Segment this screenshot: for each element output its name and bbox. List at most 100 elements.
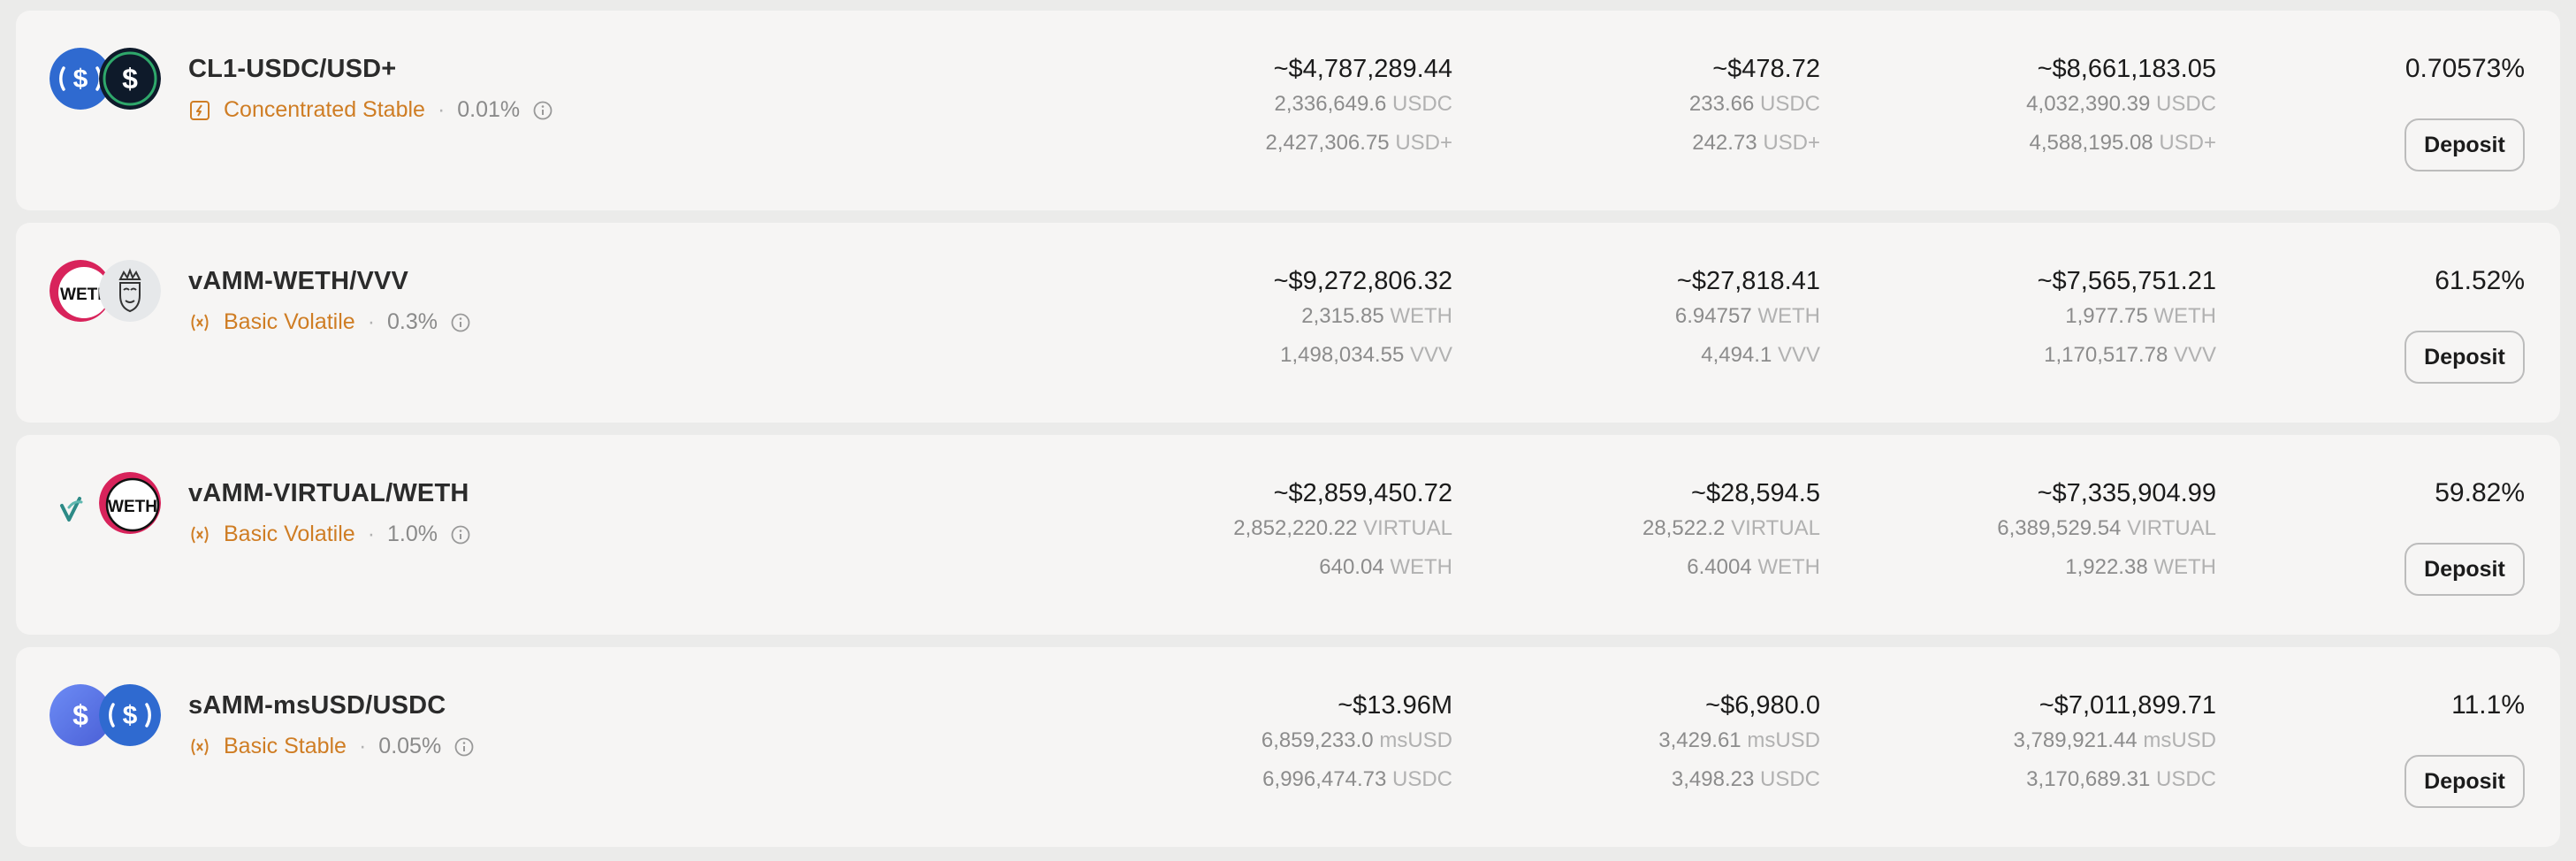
deposit-button[interactable]: Deposit <box>2405 331 2525 384</box>
svg-text:$: $ <box>72 699 88 731</box>
vvv-icon <box>99 260 161 322</box>
apr-value: 11.1% <box>2451 690 2525 720</box>
volume-amount: 4,588,195.08 USD+ <box>2029 131 2217 155</box>
tvl-column: ~$4,787,289.44 2,336,649.6 USDC 2,427,30… <box>1266 53 1453 163</box>
fees-amount: 3,429.61 msUSD <box>1658 728 1820 752</box>
tvl-column: ~$13.96M 6,859,233.0 msUSD 6,996,474.73 … <box>1261 690 1452 799</box>
pool-meta: Concentrated Stable · 0.01% <box>188 97 553 123</box>
svg-text:$: $ <box>122 63 138 95</box>
usdc-icon: $ <box>99 684 161 746</box>
token-pair-icons: WETH <box>50 260 182 331</box>
separator-dot: · <box>358 734 367 758</box>
pool-type: Basic Stable <box>224 734 347 758</box>
pool-fee: 0.3% <box>387 309 438 334</box>
tvl-usd: ~$4,787,289.44 <box>1273 55 1452 83</box>
volume-amount: 1,922.38 WETH <box>2065 555 2216 579</box>
volume-amount: 3,789,921.44 msUSD <box>2013 728 2216 752</box>
fees-usd: ~$6,980.0 <box>1705 691 1820 720</box>
pool-fee: 1.0% <box>387 522 438 546</box>
apr-value: 59.82% <box>2435 478 2525 507</box>
volume-usd: ~$7,011,899.71 <box>2039 691 2216 720</box>
fees-amount: 242.73 USD+ <box>1692 131 1820 155</box>
volume-usd: ~$8,661,183.05 <box>2037 55 2216 83</box>
usd-plus-icon: $ <box>99 48 161 110</box>
info-icon[interactable] <box>453 736 475 758</box>
pool-type: Basic Volatile <box>224 309 355 334</box>
tvl-amount: 2,336,649.6 USDC <box>1274 92 1452 116</box>
fees-amount: 4,494.1 VVV <box>1701 343 1820 367</box>
fees-amount: 28,522.2 VIRTUAL <box>1642 516 1820 540</box>
pool-fee: 0.01% <box>457 97 521 122</box>
volume-usd: ~$7,565,751.21 <box>2037 267 2216 295</box>
weth-icon: WETH <box>50 260 111 322</box>
apr-value: 61.52% <box>2435 266 2525 295</box>
volume-column: ~$7,565,751.21 1,977.75 WETH 1,170,517.7… <box>2038 265 2216 375</box>
volume-amount: 1,170,517.78 VVV <box>2044 343 2216 367</box>
pool-fee: 0.05% <box>378 734 442 758</box>
info-icon[interactable] <box>450 312 471 333</box>
pool-meta: Basic Stable · 0.05% <box>188 734 475 759</box>
separator-dot: · <box>367 309 376 334</box>
volume-column: ~$7,335,904.99 6,389,529.54 VIRTUAL 1,92… <box>1997 477 2216 587</box>
deposit-button[interactable]: Deposit <box>2405 543 2525 596</box>
svg-text:$: $ <box>73 65 88 94</box>
volume-column: ~$7,011,899.71 3,789,921.44 msUSD 3,170,… <box>2014 690 2216 799</box>
fees-column: ~$27,818.41 6.94757 WETH 4,494.1 VVV <box>1675 265 1820 375</box>
pool-meta: Basic Volatile · 1.0% <box>188 522 471 547</box>
tvl-column: ~$9,272,806.32 2,315.85 WETH 1,498,034.5… <box>1274 265 1452 375</box>
svg-text:WETH: WETH <box>60 286 110 304</box>
pool-row[interactable]: $ $ CL1-USDC/USD+ Concentrated Stable · … <box>16 11 2560 210</box>
pool-name[interactable]: CL1-USDC/USD+ <box>188 55 397 83</box>
stable-icon <box>188 735 211 758</box>
token-pair-icons: WETH <box>50 472 182 543</box>
tvl-usd: ~$2,859,450.72 <box>1273 479 1452 507</box>
pool-name[interactable]: sAMM-msUSD/USDC <box>188 691 446 720</box>
concentrated-icon <box>188 99 211 122</box>
pool-name[interactable]: vAMM-WETH/VVV <box>188 267 409 295</box>
volume-amount: 3,170,689.31 USDC <box>2026 767 2216 791</box>
fees-amount: 6.94757 WETH <box>1674 304 1820 328</box>
pool-type: Concentrated Stable <box>224 97 425 122</box>
fees-column: ~$478.72 233.66 USDC 242.73 USD+ <box>1689 53 1820 163</box>
info-icon[interactable] <box>532 100 553 121</box>
tvl-amount: 1,498,034.55 VVV <box>1280 343 1452 367</box>
volatile-icon <box>188 523 211 546</box>
svg-text:WETH: WETH <box>108 498 157 516</box>
svg-text:$: $ <box>123 701 138 730</box>
fees-usd: ~$28,594.5 <box>1691 479 1820 507</box>
fees-column: ~$6,980.0 3,429.61 msUSD 3,498.23 USDC <box>1658 690 1820 799</box>
deposit-button[interactable]: Deposit <box>2405 755 2525 808</box>
fees-amount: 3,498.23 USDC <box>1671 767 1820 791</box>
fees-usd: ~$478.72 <box>1712 55 1820 83</box>
volume-amount: 6,389,529.54 VIRTUAL <box>1997 516 2216 540</box>
weth-icon: WETH <box>99 472 161 534</box>
volume-usd: ~$7,335,904.99 <box>2037 479 2216 507</box>
pool-row[interactable]: WETH vAMM-VIRTUAL/WETH Basic Volatile · … <box>16 435 2560 635</box>
tvl-usd: ~$9,272,806.32 <box>1273 267 1452 295</box>
separator-dot: · <box>367 522 376 546</box>
tvl-amount: 2,315.85 WETH <box>1301 304 1452 328</box>
pool-type: Basic Volatile <box>224 522 355 546</box>
token-pair-icons: $ $ <box>50 684 182 755</box>
volume-amount: 1,977.75 WETH <box>2065 304 2216 328</box>
tvl-amount: 6,859,233.0 msUSD <box>1261 728 1452 752</box>
volume-amount: 4,032,390.39 USDC <box>2026 92 2216 116</box>
apr-value: 0.70573% <box>2405 54 2525 83</box>
tvl-amount: 640.04 WETH <box>1319 555 1452 579</box>
pool-meta: Basic Volatile · 0.3% <box>188 309 471 335</box>
fees-amount: 6.4004 WETH <box>1687 555 1820 579</box>
tvl-amount: 6,996,474.73 USDC <box>1262 767 1452 791</box>
volatile-icon <box>188 311 211 334</box>
deposit-button[interactable]: Deposit <box>2405 118 2525 171</box>
tvl-usd: ~$13.96M <box>1338 691 1452 720</box>
tvl-amount: 2,427,306.75 USD+ <box>1265 131 1453 155</box>
info-icon[interactable] <box>450 524 471 545</box>
pool-row[interactable]: $ $ sAMM-msUSD/USDC Basic Stable · 0.05%… <box>16 647 2560 847</box>
pool-row[interactable]: WETH vAMM-WETH/VVV Basic Volatile · 0.3%… <box>16 223 2560 423</box>
fees-amount: 233.66 USDC <box>1688 92 1820 116</box>
msusd-icon: $ <box>50 684 111 746</box>
volume-column: ~$8,661,183.05 4,032,390.39 USDC 4,588,1… <box>2026 53 2216 163</box>
fees-column: ~$28,594.5 28,522.2 VIRTUAL 6.4004 WETH <box>1642 477 1820 587</box>
usdc-icon: $ <box>50 48 111 110</box>
pool-name[interactable]: vAMM-VIRTUAL/WETH <box>188 479 469 507</box>
